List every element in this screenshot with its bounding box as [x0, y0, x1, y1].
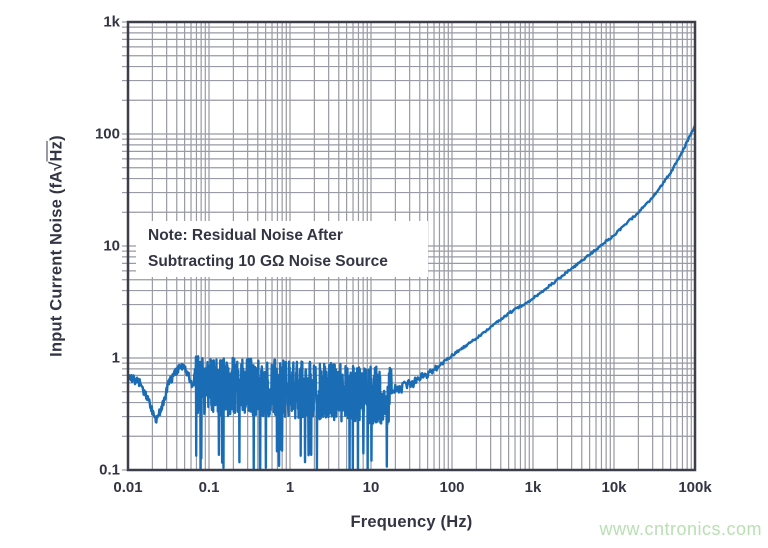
y-axis-title-pre: Input Current Noise (fA	[47, 170, 66, 357]
sqrt-symbol: √	[47, 161, 66, 171]
watermark-text: www.cntronics.com	[599, 519, 762, 539]
x-axis-title: Frequency (Hz)	[350, 513, 473, 531]
x-tick-label-10k: 10k	[601, 479, 627, 496]
y-tick-label-0.1: 0.1	[99, 461, 120, 479]
y-tick-label-10: 10	[103, 237, 120, 255]
x-tick-label-0.1: 0.1	[198, 479, 220, 496]
note-annotation: Note: Residual Noise After Subtracting 1…	[136, 221, 428, 277]
y-tick-label-1k: 1k	[103, 13, 120, 31]
y-tick-label-100: 100	[94, 125, 120, 143]
x-tick-label-0.01: 0.01	[113, 479, 143, 496]
x-tick-label-1: 1	[285, 479, 295, 496]
y-axis-title: Input Current Noise (fA√Hz)	[48, 135, 67, 357]
x-tick-label-1k: 1k	[524, 479, 542, 496]
note-line-2: Subtracting 10 GΩ Noise Source	[148, 253, 388, 270]
x-tick-label-100k: 100k	[678, 479, 712, 496]
y-axis-title-radicand: Hz	[47, 140, 66, 162]
x-tick-label-100: 100	[439, 479, 465, 496]
y-axis-title-post: )	[47, 135, 66, 141]
note-line-1: Note: Residual Noise After	[148, 227, 343, 244]
noise-curve	[128, 124, 695, 470]
y-tick-label-1: 1	[111, 349, 120, 367]
x-tick-label-10: 10	[362, 479, 380, 496]
